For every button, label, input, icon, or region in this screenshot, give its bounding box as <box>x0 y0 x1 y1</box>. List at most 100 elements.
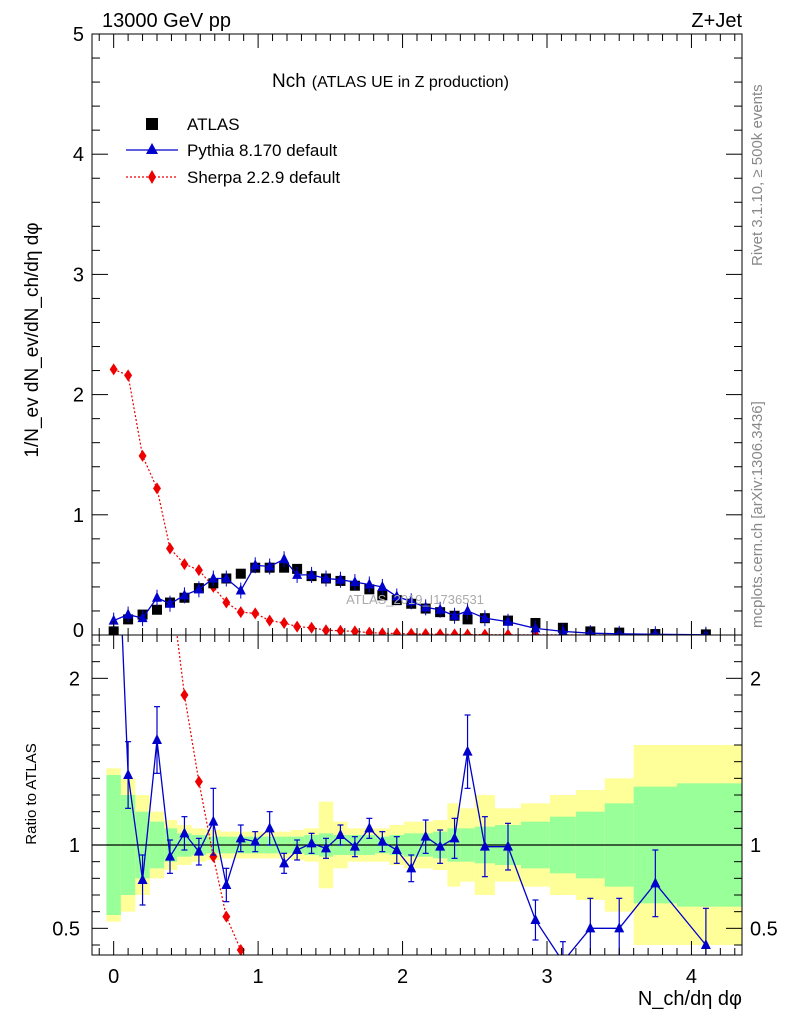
ratio-pythia-point <box>193 845 204 856</box>
ratio-sherpa-point <box>222 910 231 923</box>
legend-sherpa-marker <box>148 170 156 184</box>
main-pythia-point <box>462 604 473 615</box>
ratio-y-tick-label-right: 1 <box>750 835 761 857</box>
ratio-pythia-point <box>700 939 711 949</box>
main-atlas-point <box>462 614 473 625</box>
main-pythia-point <box>221 572 232 583</box>
ratio-pythia-point <box>406 862 417 873</box>
main-sherpa-point <box>421 628 430 635</box>
main-pythia-point <box>335 573 346 584</box>
main-sherpa-point <box>251 607 260 620</box>
legend-label: Pythia 8.170 default <box>187 141 338 160</box>
ratio-pythia-point <box>306 837 317 848</box>
main-pythia-point <box>449 609 460 620</box>
x-tick-label: 1 <box>253 966 264 988</box>
ratio-sherpa-point <box>180 689 189 701</box>
main-pythia-point <box>306 568 317 579</box>
main-sherpa-point <box>322 624 330 635</box>
ratio-pythia-point <box>614 922 625 933</box>
main-atlas-point <box>377 590 388 601</box>
ratio-pythia-point <box>109 422 119 432</box>
x-tick-label: 2 <box>397 966 408 988</box>
plot-subtitle: (ATLAS UE in Z production) <box>312 74 509 91</box>
main-pythia-point <box>137 612 148 623</box>
main-sherpa-point <box>307 621 316 634</box>
main-sherpa-point <box>194 564 203 577</box>
main-sherpa-point <box>293 620 302 633</box>
ratio-pythia-point <box>349 840 360 851</box>
main-sherpa-point <box>378 627 387 635</box>
ratio-pythia-point <box>585 922 596 933</box>
ratio-y-tick-label-left: 1 <box>69 835 80 857</box>
main-pythia-point <box>321 572 331 583</box>
ratio-pythia-point <box>335 829 346 839</box>
main-pythia-point <box>264 560 275 571</box>
x-tick-label: 4 <box>686 966 697 988</box>
main-pythia-point <box>391 590 402 601</box>
ratio-pythia-point <box>165 850 175 861</box>
ratio-sherpa-point <box>194 775 203 788</box>
x-tick-label: 3 <box>541 966 552 988</box>
main-pythia-point <box>165 597 175 608</box>
ratio-sherpa-point <box>166 572 174 584</box>
main-sherpa-point <box>236 606 245 619</box>
ratio-sherpa-line <box>176 635 242 951</box>
main-pythia-point <box>279 553 290 564</box>
ratio-pythia-point <box>321 842 331 853</box>
main-pythia-point <box>435 603 446 614</box>
ratio-y-tick-label-left: 2 <box>69 668 80 690</box>
main-sherpa-point <box>280 616 289 629</box>
ratio-pythia-point <box>123 769 134 779</box>
ratio-pythia-point <box>530 914 541 924</box>
process-label: Z+Jet <box>691 10 742 32</box>
main-sherpa-point <box>153 482 161 495</box>
main-atlas-point <box>152 604 162 615</box>
main-sherpa-point <box>124 369 133 382</box>
ratio-pythia-point <box>264 822 275 833</box>
watermark: ATLAS_2019_I1736531 <box>346 592 484 607</box>
ratio-pythia-point <box>503 840 513 851</box>
main-sherpa-point <box>222 596 231 609</box>
main-y-tick-label: 4 <box>73 144 84 166</box>
ratio-sherpa-point <box>209 850 218 863</box>
ratio-pythia-point <box>179 827 190 838</box>
main-sherpa-point <box>350 625 359 635</box>
main-sherpa-point <box>504 628 512 635</box>
rivet-label: Rivet 3.1.10, ≥ 500k events <box>749 84 766 266</box>
legend: ATLAS Pythia 8.170 default Sherpa 2.2.9 de… <box>126 115 340 187</box>
ratio-pythia-line <box>121 635 707 955</box>
ratio-pythia-point <box>279 857 290 868</box>
main-pythia-point <box>420 601 431 612</box>
main-y-label: 1/N_ev dN_ev/dN_ch/dη dφ <box>22 222 43 457</box>
ratio-pythia-point <box>479 840 490 851</box>
ratio-pythia-point <box>420 830 431 841</box>
main-pythia-point <box>349 576 360 587</box>
ratio-pythia-point <box>152 734 162 744</box>
ratio-pythia-point <box>650 877 661 888</box>
main-sherpa-point <box>463 628 472 635</box>
ratio-pythia-point <box>208 815 219 826</box>
main-sherpa-point <box>265 614 274 627</box>
legend-atlas-marker <box>146 118 158 130</box>
ratio-pythia-point <box>449 832 460 843</box>
main-sherpa-point <box>480 628 489 635</box>
main-sherpa-point <box>180 558 189 571</box>
main-atlas-point <box>279 562 290 573</box>
energy-label: 13000 GeV pp <box>102 10 231 32</box>
main-y-tick-label: 1 <box>73 505 84 527</box>
legend-label: ATLAS <box>187 115 240 134</box>
main-pythia-point <box>558 625 568 635</box>
main-pythia-point <box>179 589 190 600</box>
main-pythia-point <box>152 591 162 602</box>
main-pythia-point <box>503 615 513 626</box>
main-sherpa-point <box>365 626 374 635</box>
main-sherpa-line <box>113 368 706 635</box>
main-pythia-point <box>108 614 119 625</box>
main-panel: ATLAS_2019_I1736531 0 1 2 3 4 5 Nch (ATLAS UE … <box>22 24 743 642</box>
ratio-pythia-point <box>462 745 473 756</box>
main-sherpa-point <box>436 628 445 635</box>
main-pythia-point <box>193 583 204 594</box>
plot-title-main: Nch <box>272 71 306 92</box>
main-sherpa-point <box>109 363 118 376</box>
